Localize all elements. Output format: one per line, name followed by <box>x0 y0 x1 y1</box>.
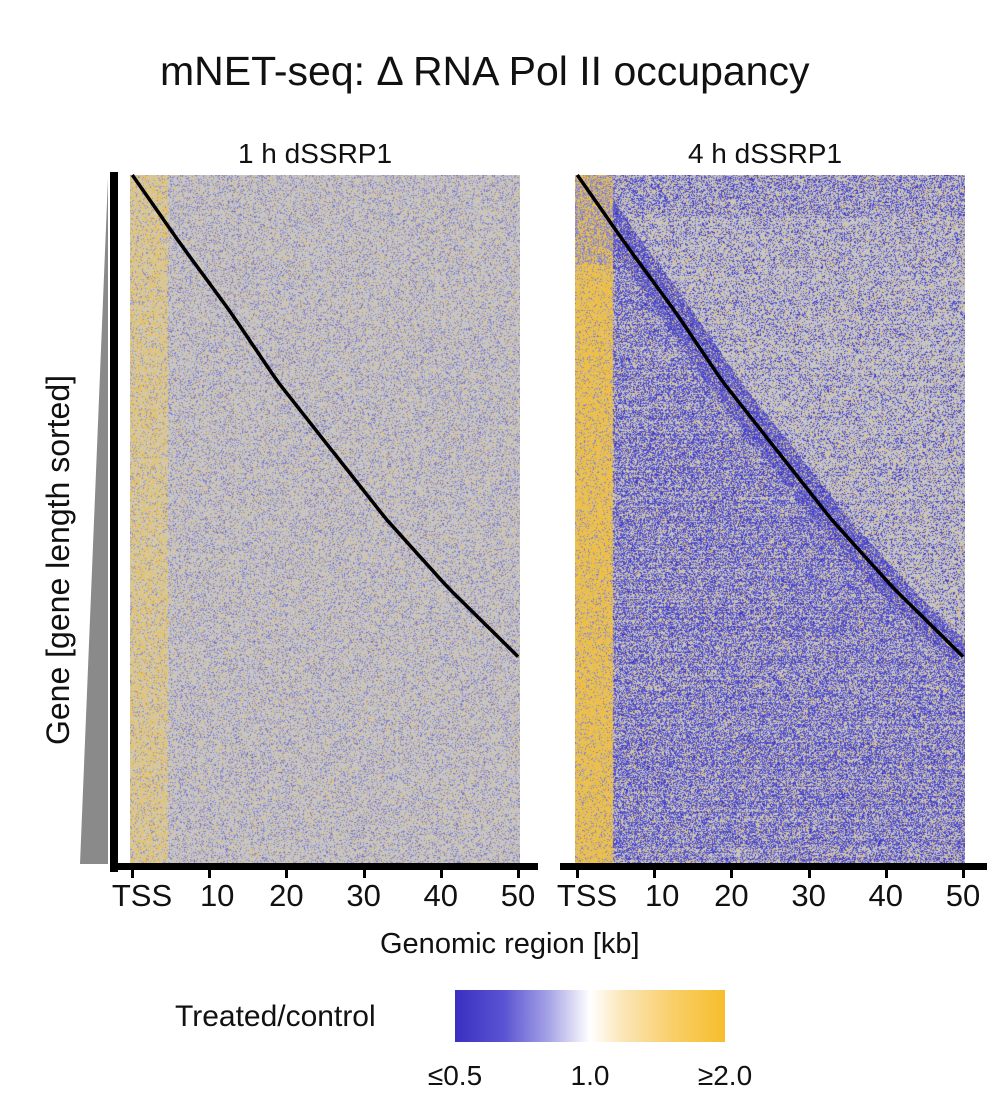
x-tick-label-left-1: 10 <box>199 878 235 913</box>
panel-title-4h: 4 h dSSRP1 <box>687 138 843 169</box>
x-tick-mark-left-2 <box>285 870 289 878</box>
x-tick-mark-right-5 <box>962 870 965 878</box>
x-tick-label-left-0: TSS <box>111 878 173 913</box>
x-tick-mark-left-1 <box>208 870 212 878</box>
y-axis-label: Gene [gene length sorted] <box>40 374 76 745</box>
gene-length-wedge <box>80 178 108 864</box>
x-tick-mark-left-0 <box>131 870 134 878</box>
x-axis-line-right <box>560 863 987 870</box>
x-tick-label-right-4: 40 <box>868 878 904 913</box>
x-tick-mark-left-4 <box>439 870 443 878</box>
gene-end-curve-4h-overlay <box>575 173 965 658</box>
colorbar-tick-high: ≥2.0 <box>697 1060 753 1091</box>
x-tick-mark-right-4 <box>884 870 888 878</box>
x-tick-label-right-3: 30 <box>791 878 826 913</box>
chart-title: mNET-seq: Δ RNA Pol II occupancy <box>160 48 810 94</box>
x-tick-label-left-5: 50 <box>500 878 536 913</box>
x-tick-label-left-2: 20 <box>269 878 304 913</box>
gene-end-curve-1h-overlay <box>130 173 520 658</box>
x-tick-label-left-3: 30 <box>346 878 381 913</box>
x-tick-label-right-1: 10 <box>644 878 680 913</box>
colorbar-tick-mid: 1.0 <box>570 1060 610 1091</box>
x-tick-label-right-5: 50 <box>945 878 981 913</box>
x-tick-label-right-2: 20 <box>714 878 749 913</box>
x-tick-mark-right-3 <box>807 870 811 878</box>
y-axis-line <box>110 172 118 872</box>
x-tick-mark-left-3 <box>362 870 366 878</box>
colorbar-label: Treated/control <box>175 1000 376 1033</box>
colorbar <box>455 990 725 1042</box>
gene-end-curve-4h <box>575 173 965 658</box>
x-tick-mark-right-2 <box>730 870 734 878</box>
colorbar-tick-low: ≤0.5 <box>427 1060 483 1091</box>
x-axis-label: Genomic region [kb] <box>380 928 640 960</box>
x-tick-label-right-0: TSS <box>556 878 618 913</box>
x-tick-label-left-4: 40 <box>423 878 459 913</box>
x-axis-line-left <box>118 863 538 870</box>
x-tick-mark-right-0 <box>576 870 579 878</box>
x-tick-mark-left-5 <box>517 870 520 878</box>
panel-title-1h: 1 h dSSRP1 <box>237 138 393 169</box>
heatmap-4h <box>575 175 965 863</box>
heatmap-1h <box>130 175 520 863</box>
x-tick-mark-right-1 <box>653 870 657 878</box>
gene-end-curve-1h <box>130 173 520 658</box>
